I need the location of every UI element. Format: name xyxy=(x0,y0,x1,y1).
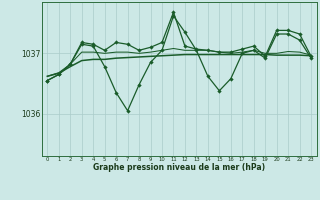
X-axis label: Graphe pression niveau de la mer (hPa): Graphe pression niveau de la mer (hPa) xyxy=(93,163,265,172)
